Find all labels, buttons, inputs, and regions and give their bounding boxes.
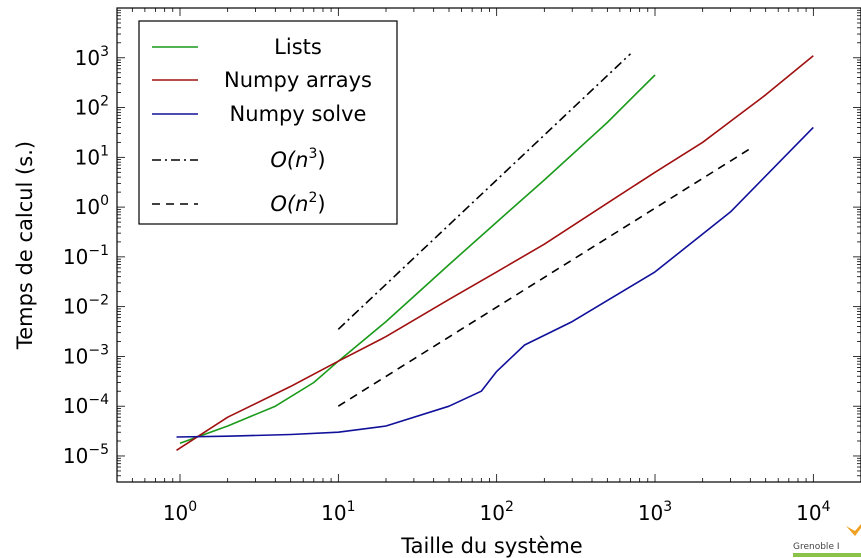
y-axis-label: Temps de calcul (s.) [13,141,37,350]
institution-logo: Grenoble I [793,524,861,557]
legend-label-lists: Lists [274,35,322,59]
x-tick-label-exponent: 4 [822,499,831,515]
x-tick-label: 104 [796,499,830,525]
y-tick-label: 103 [75,44,109,70]
y-tick-label: 101 [75,143,109,169]
y-tick-label: 10−3 [63,342,109,368]
x-tick-label-exponent: 3 [663,499,672,515]
y-tick-label-exponent: 3 [100,44,109,60]
x-axis-label: Taille du système [400,534,582,558]
y-tick-label-base: 10 [75,145,100,169]
y-tick-label-base: 10 [63,344,88,368]
series-line-1 [176,55,814,451]
logo-underline [793,553,861,557]
y-tick-label: 100 [75,193,109,219]
x-tick-label: 103 [638,499,672,525]
legend-label-suffix: ) [317,192,325,216]
plot-frame [116,7,861,483]
x-tick-label-base: 10 [479,501,504,525]
legend-label-solve: Numpy solve [230,102,367,126]
legend-label-arrays: Numpy arrays [224,68,372,92]
y-tick-label: 10−1 [63,243,109,269]
y-tick-label-base: 10 [75,195,100,219]
legend-label-prefix: O(n [270,148,308,172]
y-tick-label-exponent: −4 [88,392,109,408]
logo-text: Grenoble I [793,542,840,552]
logo-mark-icon [846,524,861,536]
tick-labels: 100 101 102 103 10410−510−410−310−210−110010… [63,44,831,525]
legend-label-n2: O(n2) [270,190,325,216]
y-tick-label-base: 10 [63,245,88,269]
y-tick-label-exponent: −3 [88,342,109,358]
legend-label-prefix: O(n [270,192,308,216]
y-tick-label: 10−5 [63,442,109,468]
x-tick-label: 102 [479,499,513,525]
y-tick-label-base: 10 [75,46,100,70]
series-layer [176,53,814,451]
y-tick-label-exponent: 1 [100,143,109,159]
x-tick-label-exponent: 2 [505,499,514,515]
series-line-0 [179,74,656,445]
y-tick-label: 102 [75,94,109,120]
y-tick-label-exponent: −1 [88,243,109,259]
legend-label-exponent: 2 [308,190,317,206]
legend-label-n3: O(n3) [270,146,325,172]
legend-label-exponent: 3 [308,146,317,162]
y-tick-label-exponent: −5 [88,442,109,458]
x-tick-label-exponent: 1 [347,499,356,515]
y-tick-label-base: 10 [63,295,88,319]
ticks [116,7,861,483]
y-tick-label-base: 10 [63,444,88,468]
x-tick-label: 101 [321,499,355,525]
y-tick-label-exponent: 0 [100,193,109,209]
x-tick-label-base: 10 [163,501,188,525]
y-tick-label-base: 10 [63,394,88,418]
legend-label-suffix: ) [317,148,325,172]
series-line-4 [337,147,751,407]
x-tick-label-base: 10 [321,501,346,525]
x-tick-label-base: 10 [638,501,663,525]
legend-box [138,20,398,225]
y-tick-label-base: 10 [75,96,100,120]
x-tick-label-exponent: 0 [188,499,197,515]
y-tick-label: 10−4 [63,392,109,418]
y-tick-label: 10−2 [63,293,109,319]
x-tick-label: 100 [163,499,197,525]
y-tick-label-exponent: 2 [100,94,109,110]
x-tick-label-base: 10 [796,501,821,525]
series-line-2 [176,126,814,438]
y-tick-label-exponent: −2 [88,293,109,309]
